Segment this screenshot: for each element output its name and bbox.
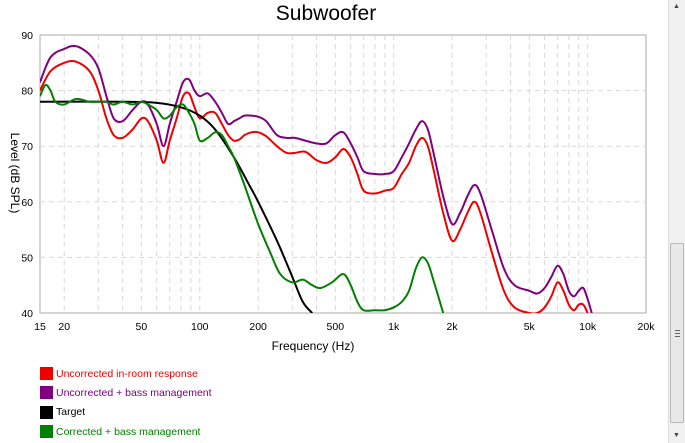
grip-lines-icon [675, 330, 680, 331]
series-line-uncorrected-in-room-response [40, 60, 589, 313]
legend-item: Corrected + bass management [40, 422, 340, 441]
grip-line [675, 336, 680, 337]
y-axis-label: Level (dB SPL) [8, 133, 22, 214]
legend-label: Corrected + bass management [56, 425, 201, 438]
scrollbar-thumb[interactable] [670, 243, 684, 423]
legend-item: Target [40, 403, 340, 422]
series-line-uncorrected-bass-management [40, 44, 593, 313]
x-tick-label: 15 [34, 321, 46, 333]
y-tick-label: 60 [21, 197, 33, 209]
legend-swatch [40, 405, 53, 419]
legend-item: Uncorrected in-room response [40, 364, 340, 383]
x-tick-label: 500 [327, 321, 345, 333]
x-axis-label: Frequency (Hz) [272, 339, 355, 353]
legend: Uncorrected in-room response Uncorrected … [40, 364, 340, 441]
legend-swatch [40, 386, 53, 400]
vertical-scrollbar[interactable]: ▲ ▼ [668, 0, 685, 443]
legend-label: Uncorrected + bass management [56, 386, 212, 399]
legend-swatch [40, 425, 53, 439]
y-tick-label: 70 [21, 141, 33, 153]
grid [40, 35, 646, 313]
y-tick-label: 50 [21, 252, 33, 264]
chart-title: Subwoofer [276, 2, 376, 25]
legend-label: Uncorrected in-room response [56, 367, 198, 380]
triangle-down-icon[interactable]: ▼ [673, 432, 680, 439]
series-group [40, 44, 593, 313]
legend-item: Uncorrected + bass management [40, 383, 340, 402]
legend-swatch [40, 367, 53, 381]
series-line-corrected-bass-management [40, 83, 445, 313]
x-tick-label: 2k [447, 321, 459, 333]
triangle-up-icon[interactable]: ▲ [673, 3, 680, 10]
plot-background [39, 34, 647, 314]
x-tick-label: 10k [579, 321, 597, 333]
x-tick-label: 5k [524, 321, 536, 333]
y-tick-label: 40 [21, 308, 33, 320]
x-tick-label: 20k [638, 321, 656, 333]
x-tick-label: 200 [249, 321, 267, 333]
x-tick-label: 50 [136, 321, 148, 333]
y-tick-label: 80 [21, 86, 33, 98]
x-tick-label: 100 [191, 321, 209, 333]
tick-labels: 15 20 50 100 200 500 1k 2k 5k 10k 20k 40 50 60 70 80 90 [21, 30, 655, 333]
x-tick-label: 1k [388, 321, 400, 333]
y-tick-label: 90 [21, 30, 33, 42]
legend-label: Target [56, 406, 86, 419]
grip-line [675, 333, 680, 334]
plot-area [39, 34, 647, 314]
x-tick-label: 20 [58, 321, 70, 333]
